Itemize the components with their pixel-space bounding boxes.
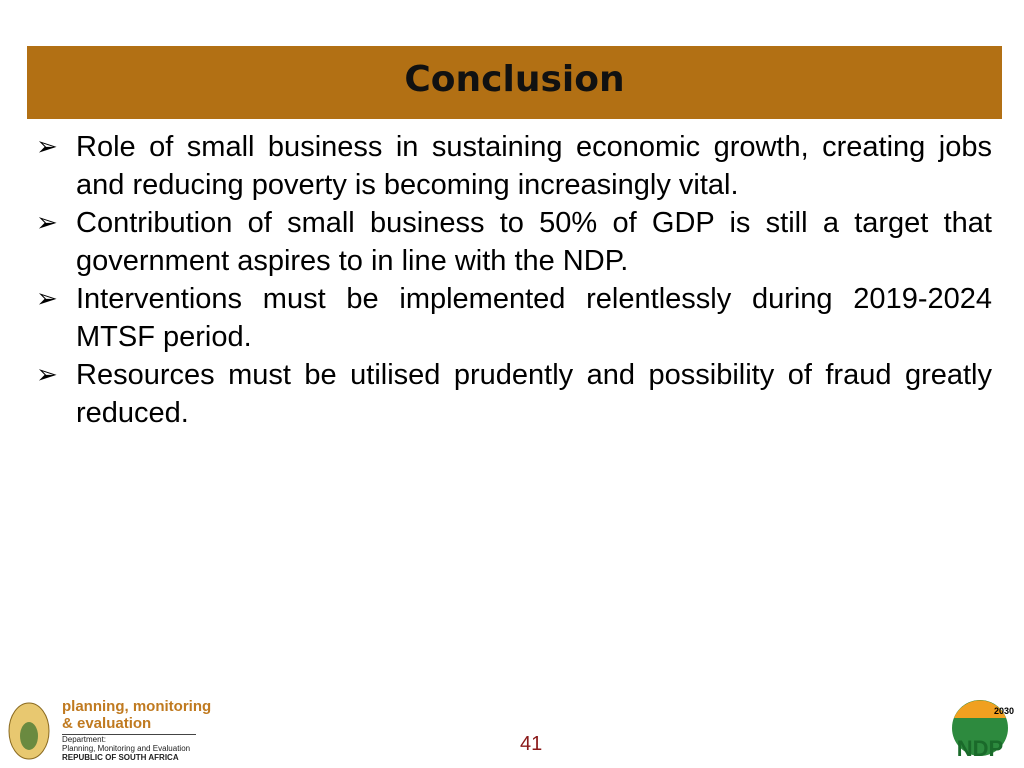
bullet-list: Role of small business in sustaining eco…	[36, 128, 992, 432]
logo-text: planning, monitoring	[62, 698, 212, 715]
title: Conclusion	[27, 46, 1002, 119]
page-number: 41	[520, 733, 543, 755]
bullet: Interventions must be implemented relent…	[36, 280, 992, 356]
logo-text: & evaluation	[62, 715, 152, 732]
ndp-text: NDP	[957, 736, 1003, 761]
bullet: Contribution of small business to 50% of…	[36, 204, 992, 280]
dept-text: Planning, Monitoring and Evaluation	[62, 744, 191, 753]
ndp-year: 2030	[994, 706, 1014, 716]
dept-text: Department:	[62, 735, 107, 744]
ndp-logo: NDP 2030	[952, 700, 1014, 761]
coat-of-arms	[8, 702, 50, 760]
bullet: Role of small business in sustaining eco…	[36, 128, 992, 204]
bullet: Resources must be utilised prudently and…	[36, 356, 992, 432]
dept-text: REPUBLIC OF SOUTH AFRICA	[62, 753, 179, 762]
